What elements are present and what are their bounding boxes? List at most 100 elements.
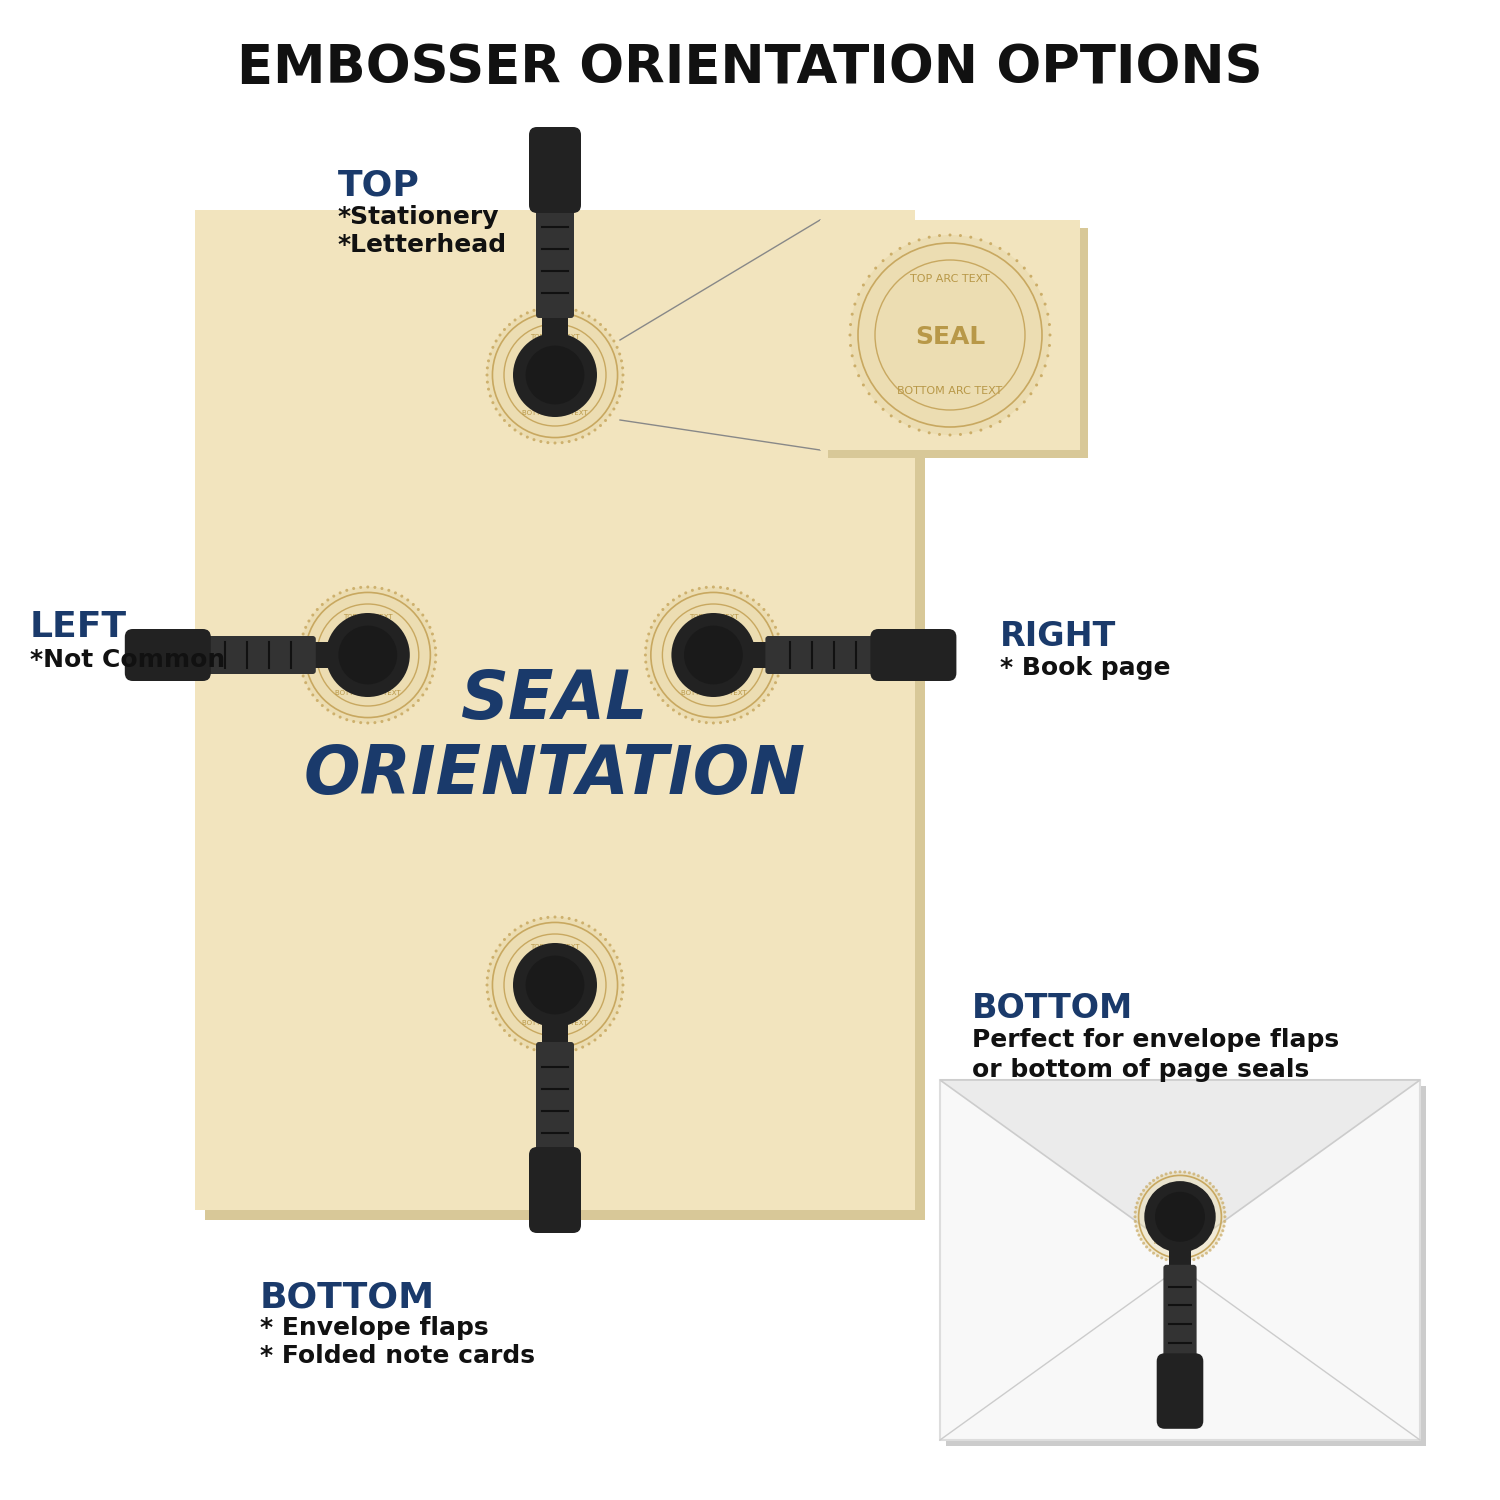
FancyBboxPatch shape <box>195 210 915 1210</box>
FancyBboxPatch shape <box>765 636 882 674</box>
Circle shape <box>1048 333 1052 336</box>
Circle shape <box>780 646 783 650</box>
Text: BOTTOM ARC TEXT: BOTTOM ARC TEXT <box>897 386 1002 396</box>
Circle shape <box>374 722 376 724</box>
Circle shape <box>849 344 852 346</box>
FancyBboxPatch shape <box>1168 1248 1191 1268</box>
Circle shape <box>1197 1257 1200 1260</box>
Circle shape <box>1188 1172 1191 1174</box>
Circle shape <box>1136 1202 1138 1204</box>
Circle shape <box>698 586 700 590</box>
FancyBboxPatch shape <box>536 1042 574 1158</box>
Circle shape <box>532 438 536 441</box>
Circle shape <box>1212 1185 1215 1188</box>
Circle shape <box>316 608 320 610</box>
Circle shape <box>980 429 982 432</box>
Circle shape <box>1209 1248 1212 1251</box>
Circle shape <box>308 620 310 622</box>
Circle shape <box>752 598 754 602</box>
Circle shape <box>546 1052 549 1054</box>
Circle shape <box>498 944 501 946</box>
Circle shape <box>969 432 972 435</box>
Circle shape <box>424 687 427 690</box>
Circle shape <box>308 687 310 690</box>
Circle shape <box>321 704 324 706</box>
Circle shape <box>705 722 708 724</box>
Circle shape <box>489 963 492 966</box>
Circle shape <box>862 284 865 286</box>
Circle shape <box>1221 1228 1224 1232</box>
Circle shape <box>574 920 578 922</box>
Circle shape <box>849 322 852 326</box>
Circle shape <box>430 675 433 678</box>
Circle shape <box>621 374 624 376</box>
Circle shape <box>874 400 878 404</box>
Circle shape <box>615 1011 618 1014</box>
Circle shape <box>778 639 782 642</box>
Circle shape <box>698 720 700 723</box>
Circle shape <box>618 352 621 356</box>
Text: TOP: TOP <box>338 168 420 202</box>
Circle shape <box>302 675 304 678</box>
Polygon shape <box>940 1080 1420 1252</box>
Circle shape <box>1008 414 1011 417</box>
Circle shape <box>532 1048 536 1052</box>
Circle shape <box>503 328 506 332</box>
Circle shape <box>774 681 777 684</box>
Circle shape <box>492 1011 495 1014</box>
Text: TOP ARC TEXT: TOP ARC TEXT <box>530 334 580 340</box>
Circle shape <box>574 438 578 441</box>
Circle shape <box>618 963 621 966</box>
Circle shape <box>645 660 648 663</box>
Circle shape <box>621 990 624 993</box>
Circle shape <box>778 668 782 670</box>
Circle shape <box>1016 260 1019 262</box>
Text: BOTTOM ARC TEXT: BOTTOM ARC TEXT <box>1155 1239 1206 1245</box>
FancyBboxPatch shape <box>542 1022 568 1046</box>
Circle shape <box>1209 1182 1212 1185</box>
Circle shape <box>561 1052 564 1054</box>
Circle shape <box>752 708 754 711</box>
Circle shape <box>525 345 585 405</box>
Text: TOP ARC TEXT: TOP ARC TEXT <box>1161 1190 1200 1194</box>
Circle shape <box>1137 1197 1140 1200</box>
Circle shape <box>554 306 556 309</box>
Circle shape <box>849 333 852 336</box>
Circle shape <box>1016 408 1019 411</box>
Text: * Book page: * Book page <box>1000 656 1170 680</box>
Circle shape <box>1222 1224 1226 1227</box>
Circle shape <box>746 594 748 597</box>
Circle shape <box>1040 374 1042 376</box>
Circle shape <box>489 1005 492 1008</box>
Circle shape <box>662 699 664 702</box>
FancyBboxPatch shape <box>530 1148 580 1233</box>
Circle shape <box>777 633 780 636</box>
Circle shape <box>561 916 564 920</box>
Circle shape <box>1224 1220 1227 1222</box>
Circle shape <box>489 352 492 356</box>
Circle shape <box>618 1005 621 1008</box>
Circle shape <box>777 675 780 678</box>
Circle shape <box>503 1029 506 1032</box>
Circle shape <box>486 374 489 376</box>
Circle shape <box>874 267 878 270</box>
Circle shape <box>867 274 870 278</box>
Circle shape <box>321 603 324 606</box>
Circle shape <box>312 693 315 696</box>
Text: BOTTOM ARC TEXT: BOTTOM ARC TEXT <box>681 690 746 696</box>
Circle shape <box>519 432 522 435</box>
Circle shape <box>554 1052 556 1054</box>
Circle shape <box>758 704 760 706</box>
Circle shape <box>1156 1176 1160 1179</box>
Circle shape <box>429 681 432 684</box>
Circle shape <box>927 236 930 238</box>
Circle shape <box>918 238 921 242</box>
Circle shape <box>621 984 624 987</box>
Circle shape <box>1224 1210 1227 1214</box>
Circle shape <box>758 603 760 606</box>
Circle shape <box>1047 312 1050 315</box>
Circle shape <box>580 435 584 438</box>
Circle shape <box>304 626 307 628</box>
Circle shape <box>525 956 585 1014</box>
Circle shape <box>509 1034 512 1036</box>
